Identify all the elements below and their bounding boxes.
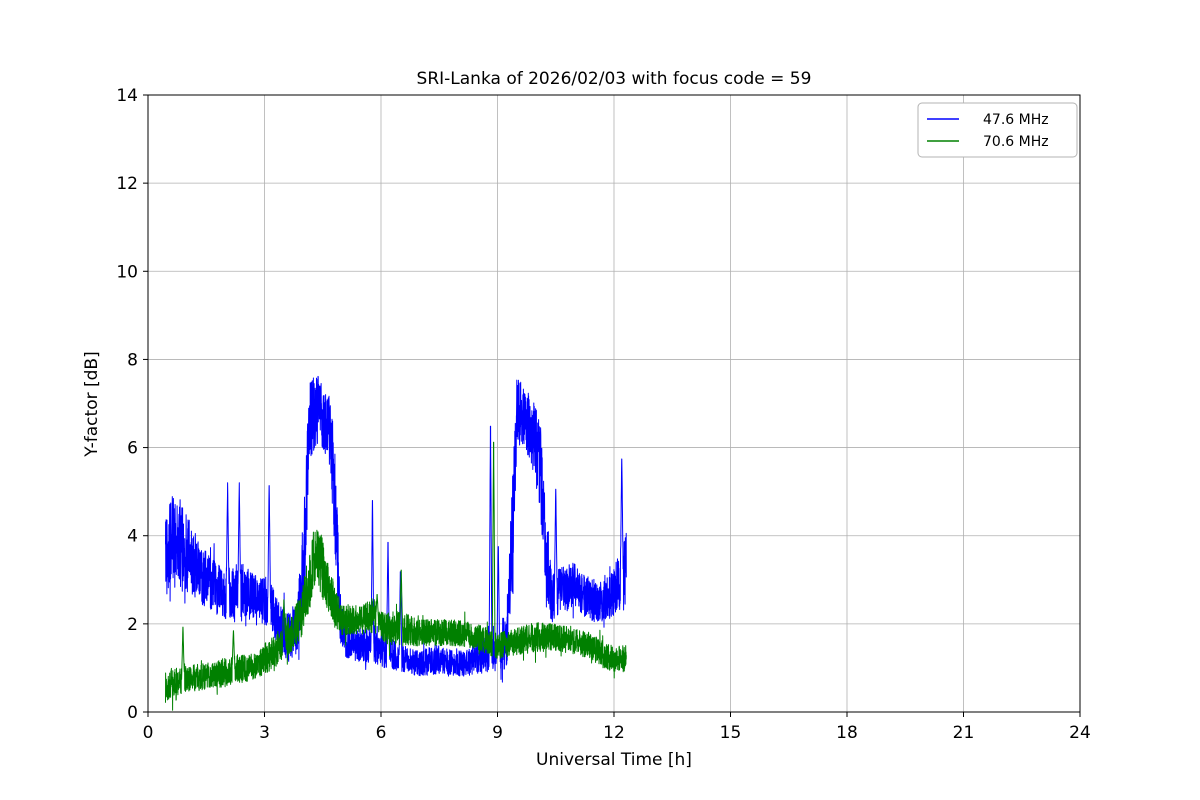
y-axis-label: Y-factor [dB] bbox=[82, 351, 102, 457]
series-line-0 bbox=[165, 375, 627, 683]
y-tick-label: 8 bbox=[127, 350, 138, 370]
series-layer bbox=[165, 375, 627, 711]
x-tick-label: 15 bbox=[720, 723, 742, 743]
legend-label-0: 47.6 MHz bbox=[983, 112, 1049, 128]
x-tick-label: 24 bbox=[1069, 723, 1091, 743]
x-tick-label: 0 bbox=[143, 723, 154, 743]
x-tick-label: 3 bbox=[259, 723, 270, 743]
x-tick-label: 6 bbox=[376, 723, 387, 743]
y-tick-label: 2 bbox=[127, 615, 138, 635]
y-tick-label: 12 bbox=[116, 174, 138, 194]
legend: 47.6 MHz 70.6 MHz bbox=[917, 102, 1078, 158]
x-axis-label: Universal Time [h] bbox=[536, 750, 692, 770]
legend-box bbox=[917, 102, 1078, 158]
x-tick-label: 18 bbox=[836, 723, 858, 743]
y-tick-label: 10 bbox=[116, 262, 138, 282]
x-tick-label: 9 bbox=[492, 723, 503, 743]
y-tick-label: 0 bbox=[127, 703, 138, 723]
series-line-1 bbox=[165, 441, 627, 711]
y-tick-label: 4 bbox=[127, 527, 138, 547]
y-tick-label: 14 bbox=[116, 86, 138, 106]
legend-label-1: 70.6 MHz bbox=[983, 134, 1049, 150]
x-tick-label: 21 bbox=[953, 723, 975, 743]
x-tick-label: 12 bbox=[603, 723, 625, 743]
y-tick-label: 6 bbox=[127, 439, 138, 459]
chart-title: SRI-Lanka of 2026/02/03 with focus code … bbox=[417, 69, 812, 89]
